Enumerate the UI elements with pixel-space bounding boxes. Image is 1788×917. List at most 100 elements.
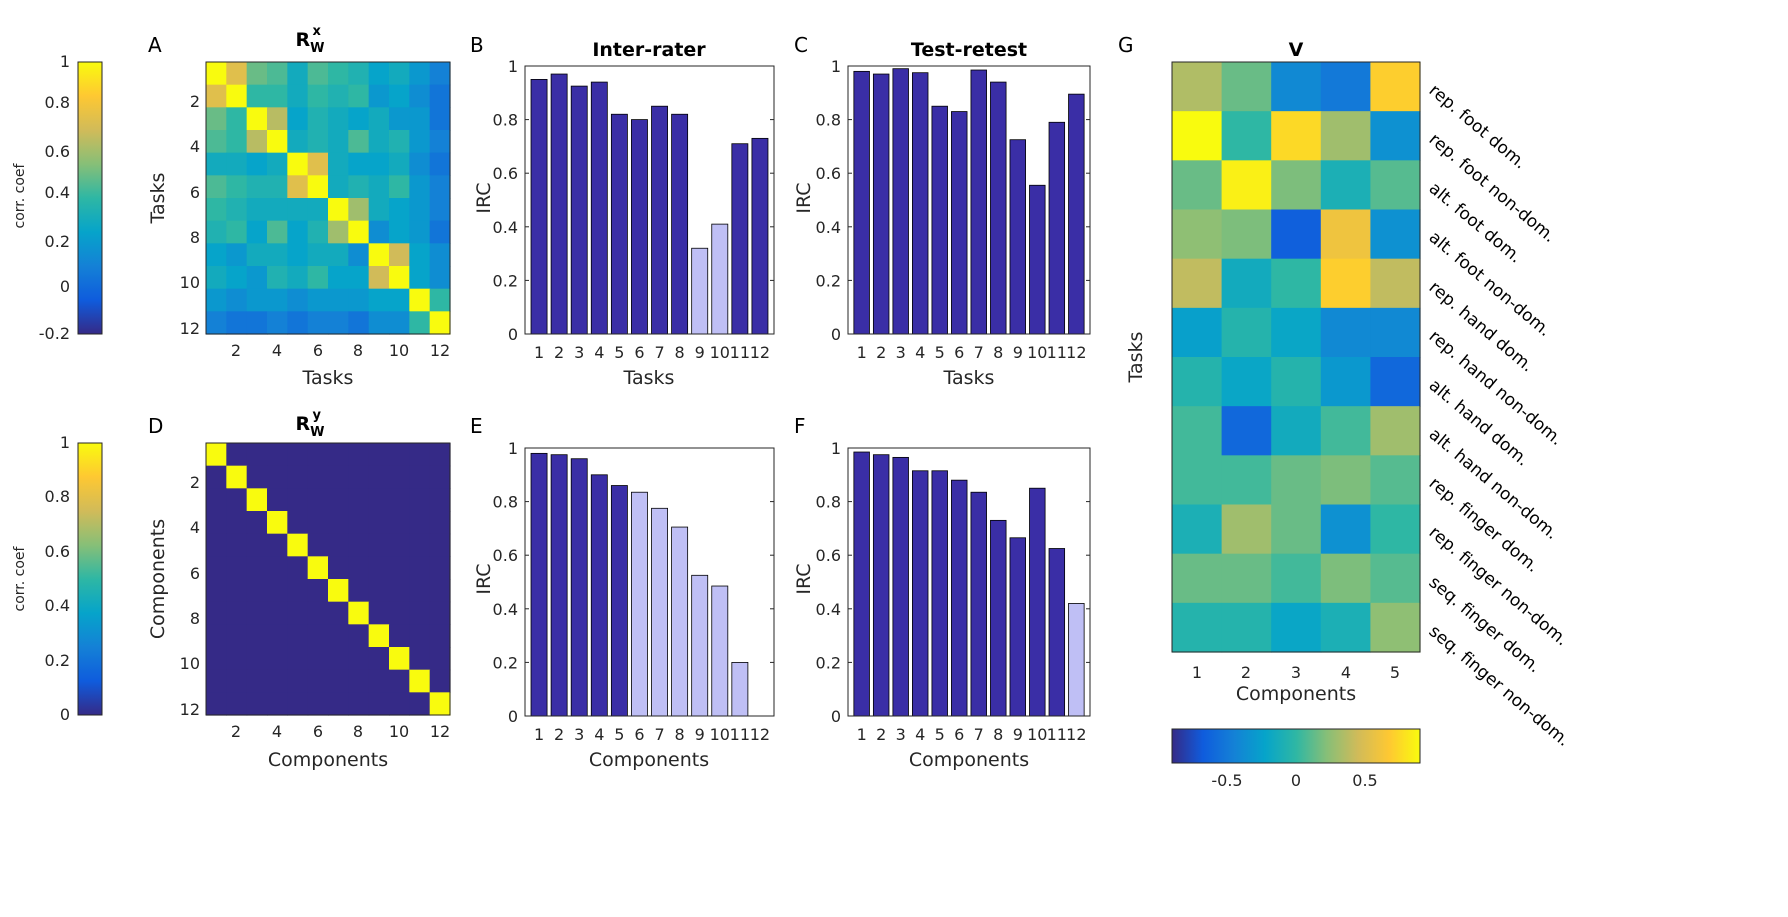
colorbar-corr-top-label: corr. coef xyxy=(12,162,28,228)
panel-c-xtick: 9 xyxy=(1013,343,1023,362)
panel-d-cell xyxy=(368,443,390,467)
panel-b-xtick: 4 xyxy=(594,343,604,362)
panel-d-cell xyxy=(226,601,248,625)
panel-a-cell xyxy=(409,130,431,154)
panel-a-ytick: 4 xyxy=(190,137,200,156)
panel-d-cell xyxy=(307,465,329,489)
panel-g-cell xyxy=(1172,160,1223,211)
panel-a-cell xyxy=(267,107,288,131)
panel-b-bar xyxy=(711,223,729,335)
panel-a-cell xyxy=(287,62,309,86)
panel-d-cell xyxy=(389,465,410,489)
panel-e-xtick: 12 xyxy=(750,725,770,744)
panel-d-cell xyxy=(287,647,309,671)
panel-g-axes-box xyxy=(1171,61,1421,653)
panel-g-cell xyxy=(1271,553,1322,604)
panel-a-cell xyxy=(389,311,410,335)
panel-d-xtick: 2 xyxy=(231,722,241,741)
panel-d-cell xyxy=(246,488,268,512)
panel-d-xtick: 12 xyxy=(430,722,450,741)
panel-a-cell xyxy=(246,288,268,312)
panel-a-xlabel: Tasks xyxy=(302,367,354,389)
panel-b-ytick: 0.8 xyxy=(493,111,518,130)
panel-b-ytick: 0.4 xyxy=(493,218,518,237)
panel-g-cell xyxy=(1370,160,1421,211)
panel-e-bar xyxy=(631,491,648,717)
panel-d-cell xyxy=(348,556,370,580)
panel-a-cell xyxy=(246,175,268,199)
panel-d-cell xyxy=(429,601,451,625)
panel-a-cell xyxy=(389,243,410,267)
panel-g-xtick: 2 xyxy=(1241,663,1251,682)
panel-c-ytick: 0 xyxy=(831,325,841,344)
panel-a-cell xyxy=(206,62,227,86)
panel-c-bar xyxy=(1029,184,1046,335)
panel-d-cell xyxy=(429,533,451,557)
panel-a-xtick: 12 xyxy=(430,341,450,360)
panel-g-cell xyxy=(1320,553,1371,604)
panel-d-cell xyxy=(267,511,288,535)
panel-f-bar xyxy=(892,456,909,717)
panel-a-cell xyxy=(368,175,390,199)
panel-b-ytick: 0 xyxy=(508,325,518,344)
panel-e-xtick: 1 xyxy=(534,725,544,744)
panel-f-xtick: 12 xyxy=(1066,725,1086,744)
panel-d-cell xyxy=(206,465,227,489)
panel-a-cell xyxy=(389,266,410,290)
panel-g-heatmap xyxy=(1172,62,1421,653)
panel-d-cell xyxy=(348,533,370,557)
panel-a-cell xyxy=(429,288,451,312)
panel-g-cell xyxy=(1320,307,1371,358)
panel-b-bar xyxy=(731,143,749,335)
panel-d-cell xyxy=(287,601,309,625)
panel-a-cell xyxy=(429,243,451,267)
panel-a-cell xyxy=(246,152,268,176)
panel-g-cell xyxy=(1221,258,1272,309)
panel-a-cell xyxy=(287,288,309,312)
panel-a-cell xyxy=(429,175,451,199)
panel-a-cell xyxy=(287,243,309,267)
panel-a-cell xyxy=(226,288,248,312)
panel-d-cell xyxy=(348,624,370,648)
panel-g-cell xyxy=(1271,209,1322,260)
colorbar-corr-bottom-tick: 0.8 xyxy=(45,487,70,506)
panel-d-cell xyxy=(368,533,390,557)
panel-a-cell xyxy=(226,130,248,154)
panel-c-bar xyxy=(990,81,1007,335)
panel-a-cell xyxy=(348,107,370,131)
panel-a-cell xyxy=(206,288,227,312)
panel-c-axes-box xyxy=(847,65,1091,335)
panel-a-cell xyxy=(409,107,431,131)
panel-d-cell xyxy=(226,624,248,648)
panel-f-bar xyxy=(1029,487,1046,717)
panel-g-cell xyxy=(1221,602,1272,653)
panel-a-cell xyxy=(287,198,309,222)
panel-g-cell xyxy=(1271,160,1322,211)
panel-d-cell xyxy=(328,579,349,603)
panel-c-bar xyxy=(970,69,987,335)
panel-d-cell xyxy=(368,465,390,489)
panel-a-cell xyxy=(348,62,370,86)
panel-a-cell xyxy=(348,175,370,199)
panel-a-cell xyxy=(307,84,329,108)
panel-d-cell xyxy=(206,579,227,603)
panel-a-cell xyxy=(246,84,268,108)
colorbar-corr-top-tick: 0.4 xyxy=(45,183,70,202)
panel-a-cell xyxy=(287,220,309,244)
panel-d-cell xyxy=(226,511,248,535)
panel-g-cell xyxy=(1370,553,1421,604)
panel-d-cell xyxy=(328,556,349,580)
panel-a-cell xyxy=(348,220,370,244)
panel-d-cell xyxy=(429,556,451,580)
panel-d-title: RWy xyxy=(296,408,325,440)
panel-e-bar xyxy=(570,458,588,717)
panel-e-xtick: 11 xyxy=(730,725,750,744)
panel-a-cell xyxy=(368,198,390,222)
panel-g-cell xyxy=(1320,258,1371,309)
panel-e-xtick: 4 xyxy=(594,725,604,744)
panel-g-letter: G xyxy=(1118,33,1134,57)
panel-b-xtick: 7 xyxy=(654,343,664,362)
panel-a-cell xyxy=(429,130,451,154)
panel-g-row-labels: rep. foot dom. rep. foot non-dom. alt. f… xyxy=(1425,81,1574,751)
